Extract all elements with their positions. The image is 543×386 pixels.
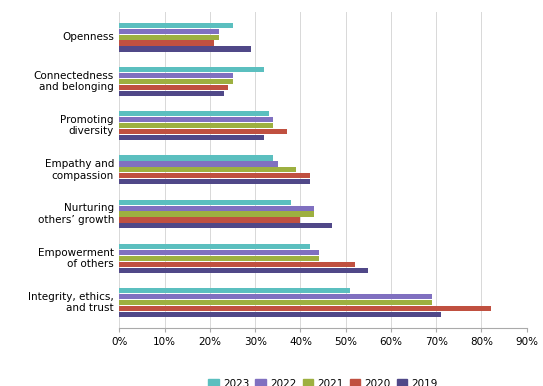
Bar: [119, 46, 251, 51]
Bar: [119, 85, 228, 90]
Bar: [119, 161, 278, 166]
Bar: [119, 79, 232, 84]
Bar: [119, 23, 232, 28]
Bar: [119, 306, 490, 311]
Bar: [119, 41, 214, 46]
Bar: [119, 111, 269, 117]
Bar: [119, 217, 300, 223]
Bar: [119, 312, 441, 317]
Bar: [119, 91, 224, 96]
Bar: [119, 244, 310, 249]
Bar: [119, 34, 219, 40]
Legend: 2023, 2022, 2021, 2020, 2019: 2023, 2022, 2021, 2020, 2019: [204, 374, 442, 386]
Bar: [119, 129, 287, 134]
Bar: [119, 300, 432, 305]
Bar: [119, 200, 292, 205]
Bar: [119, 250, 319, 255]
Bar: [119, 67, 264, 72]
Bar: [119, 173, 310, 178]
Bar: [119, 256, 319, 261]
Bar: [119, 73, 232, 78]
Bar: [119, 267, 368, 273]
Bar: [119, 288, 350, 293]
Bar: [119, 223, 332, 229]
Bar: [119, 167, 296, 173]
Bar: [119, 262, 355, 267]
Bar: [119, 156, 273, 161]
Bar: [119, 206, 314, 211]
Bar: [119, 117, 273, 122]
Bar: [119, 212, 314, 217]
Bar: [119, 29, 219, 34]
Bar: [119, 179, 310, 184]
Bar: [119, 123, 273, 128]
Bar: [119, 135, 264, 140]
Bar: [119, 294, 432, 299]
